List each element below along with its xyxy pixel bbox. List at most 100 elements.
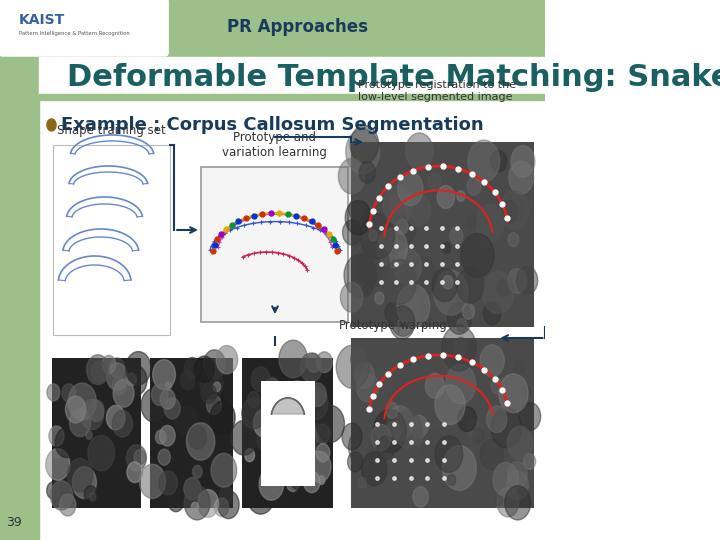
Circle shape	[125, 366, 147, 395]
Circle shape	[441, 325, 477, 371]
Circle shape	[517, 266, 538, 294]
Circle shape	[467, 420, 480, 437]
Circle shape	[316, 352, 332, 373]
Text: Shape training set: Shape training set	[58, 124, 166, 137]
Circle shape	[309, 383, 326, 407]
Circle shape	[302, 440, 316, 458]
Circle shape	[298, 457, 318, 484]
Circle shape	[491, 379, 503, 394]
Circle shape	[66, 396, 86, 423]
Circle shape	[290, 416, 318, 454]
Circle shape	[495, 495, 503, 505]
Circle shape	[508, 233, 519, 247]
Circle shape	[397, 172, 423, 206]
Circle shape	[410, 429, 423, 445]
Circle shape	[165, 382, 171, 390]
Circle shape	[53, 448, 61, 458]
Circle shape	[180, 371, 194, 390]
Circle shape	[450, 227, 463, 245]
Circle shape	[316, 406, 344, 442]
Circle shape	[316, 444, 330, 462]
Circle shape	[91, 361, 107, 382]
Circle shape	[338, 158, 365, 194]
Circle shape	[350, 125, 379, 163]
Circle shape	[62, 384, 76, 402]
Circle shape	[407, 257, 437, 296]
Circle shape	[442, 242, 451, 253]
Circle shape	[88, 400, 104, 421]
Circle shape	[264, 442, 287, 471]
Circle shape	[211, 453, 237, 487]
Circle shape	[84, 486, 97, 503]
Circle shape	[359, 477, 366, 488]
Bar	[351, 338, 534, 508]
Circle shape	[46, 449, 70, 480]
Circle shape	[343, 220, 361, 245]
Circle shape	[109, 358, 125, 378]
Circle shape	[107, 406, 125, 430]
Circle shape	[421, 431, 446, 465]
Circle shape	[112, 376, 126, 394]
Circle shape	[361, 452, 387, 485]
Circle shape	[189, 426, 207, 449]
Circle shape	[257, 430, 273, 451]
Circle shape	[304, 387, 328, 420]
Circle shape	[158, 449, 171, 465]
Circle shape	[151, 384, 168, 406]
Circle shape	[112, 410, 132, 437]
Bar	[53, 145, 171, 335]
Circle shape	[159, 471, 177, 495]
Circle shape	[499, 374, 528, 413]
Circle shape	[47, 384, 60, 401]
Circle shape	[375, 292, 384, 304]
Circle shape	[397, 217, 416, 242]
Text: Prototype and
variation learning: Prototype and variation learning	[222, 131, 327, 159]
Circle shape	[134, 450, 145, 465]
Circle shape	[127, 462, 143, 483]
Circle shape	[88, 435, 114, 471]
Circle shape	[113, 380, 134, 407]
Text: 39: 39	[6, 516, 22, 529]
Circle shape	[248, 392, 260, 408]
Circle shape	[127, 444, 146, 471]
Circle shape	[382, 259, 416, 305]
Circle shape	[385, 302, 400, 323]
Circle shape	[261, 475, 280, 501]
Circle shape	[446, 364, 476, 404]
Circle shape	[215, 498, 229, 517]
Circle shape	[514, 360, 524, 374]
Circle shape	[126, 352, 151, 384]
Circle shape	[467, 177, 481, 195]
Text: Example : Corpus Callosum Segmentation: Example : Corpus Callosum Segmentation	[60, 116, 483, 134]
Circle shape	[523, 454, 536, 469]
Circle shape	[507, 426, 533, 460]
Circle shape	[216, 346, 238, 374]
Circle shape	[348, 452, 363, 472]
Circle shape	[217, 490, 239, 518]
Circle shape	[160, 426, 175, 446]
Circle shape	[318, 476, 325, 484]
Circle shape	[372, 424, 391, 450]
Circle shape	[197, 490, 219, 517]
Circle shape	[497, 279, 510, 296]
Circle shape	[360, 214, 395, 259]
Circle shape	[342, 423, 362, 450]
Circle shape	[86, 355, 109, 384]
Circle shape	[447, 302, 472, 334]
Circle shape	[312, 428, 319, 438]
Circle shape	[287, 475, 300, 491]
Circle shape	[383, 185, 413, 225]
Circle shape	[468, 140, 500, 182]
Circle shape	[213, 382, 220, 392]
Circle shape	[509, 161, 534, 194]
Circle shape	[279, 340, 307, 378]
Circle shape	[434, 271, 468, 315]
Circle shape	[456, 319, 467, 332]
Circle shape	[251, 367, 270, 392]
Circle shape	[497, 488, 519, 517]
Circle shape	[482, 272, 514, 314]
Circle shape	[390, 194, 406, 215]
Circle shape	[377, 228, 408, 268]
Circle shape	[508, 462, 527, 488]
Circle shape	[374, 409, 406, 453]
